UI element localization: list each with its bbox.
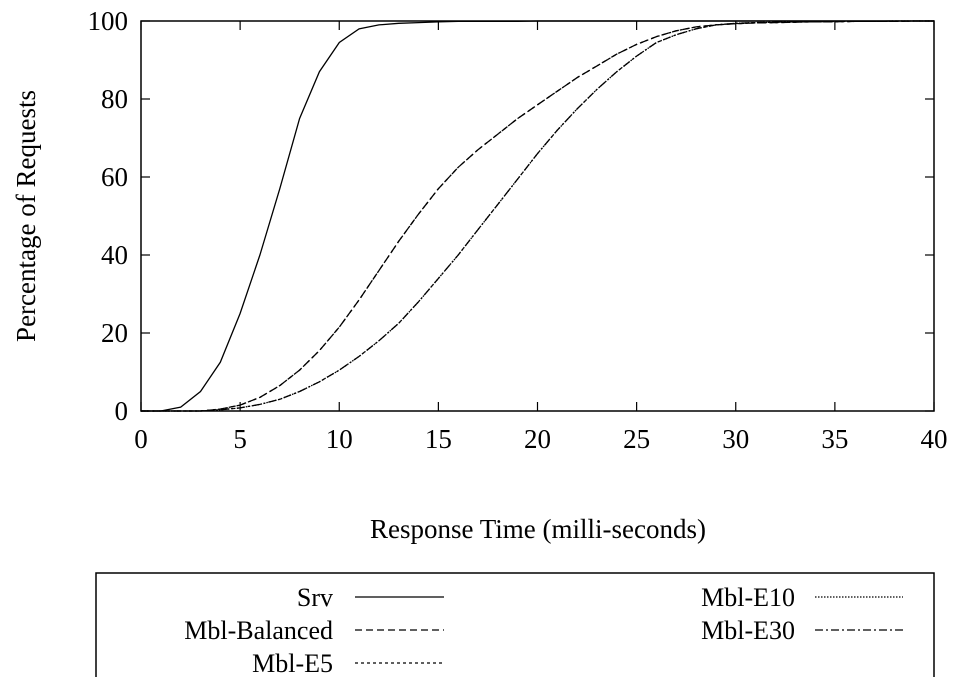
x-tick-label: 35 [821,424,848,454]
x-tick-label: 15 [425,424,452,454]
series-line-srv [141,20,934,412]
x-tick-label: 25 [623,424,650,454]
legend-label: Srv [297,583,333,612]
y-axis-label: Percentage of Requests [11,90,41,342]
legend-label: Mbl-E30 [701,616,795,645]
y-tick-label: 0 [115,396,129,426]
plot-frame [140,20,935,412]
legend-label: Mbl-E5 [252,649,333,677]
y-tick-label: 60 [101,162,128,192]
y-tick-label: 20 [101,318,128,348]
legend-box [95,572,935,677]
series-line-mbl-e30 [141,20,934,412]
x-tick-label: 5 [233,424,247,454]
x-tick-label: 0 [134,424,148,454]
y-tick-label: 40 [101,240,128,270]
y-tick-label: 80 [101,84,128,114]
x-tick-label: 10 [326,424,353,454]
legend: Srv Mbl-Balanced Mbl-E5 Mbl-E10 Mbl-E30 [184,583,903,677]
legend-label: Mbl-Balanced [184,616,333,645]
x-tick-label: 30 [722,424,749,454]
series-lines [141,20,934,412]
x-tick-label: 20 [524,424,551,454]
x-tick-label: 40 [921,424,948,454]
axis-ticks [140,20,935,412]
tick-labels: 0 5 10 15 20 25 30 35 40 0 20 40 60 80 100 [88,6,948,454]
y-tick-label: 100 [88,6,129,36]
series-line-mbl-e10 [141,20,934,412]
series-line-mbl-balanced [141,20,934,412]
legend-label: Mbl-E10 [701,583,795,612]
x-axis-label: Response Time (milli-seconds) [370,514,706,544]
series-line-mbl-e5 [141,20,934,412]
